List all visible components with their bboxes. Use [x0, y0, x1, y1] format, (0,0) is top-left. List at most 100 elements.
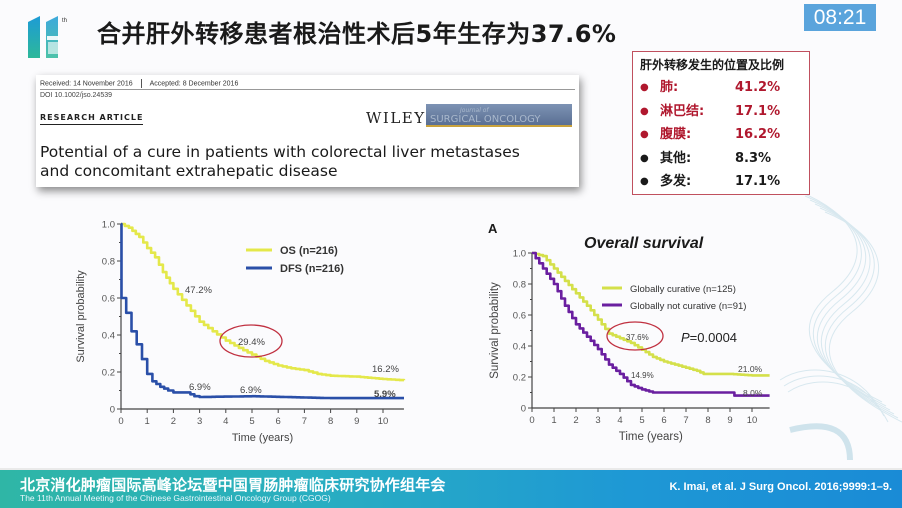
x-tick-label: 3	[595, 415, 600, 426]
site-value: 17.1%	[735, 174, 781, 189]
y-tick-label: 0.2	[102, 368, 115, 379]
x-tick-label: 4	[617, 415, 622, 426]
article-type-label: RESEARCH ARTICLE	[40, 113, 144, 125]
site-value: 16.2%	[735, 127, 781, 142]
site-row-lymph-node: ● 淋巴结: 17.1%	[640, 100, 809, 124]
survival-rate-label: 14.9%	[631, 371, 654, 380]
x-tick-label: 7	[683, 415, 688, 426]
paper-title: Potential of a cure in patients with col…	[40, 143, 520, 181]
y-tick-label: 0.2	[513, 373, 526, 384]
x-tick-label: 10	[747, 415, 758, 426]
session-timer: 08:21	[804, 4, 876, 31]
conference-title-en: The 11th Annual Meeting of the Chinese G…	[20, 493, 331, 503]
y-tick-label: 0.6	[102, 294, 115, 305]
site-value: 41.2%	[735, 80, 781, 95]
x-tick-label: 0	[529, 415, 534, 426]
site-value: 17.1%	[735, 103, 781, 119]
site-label: 其他:	[660, 150, 692, 166]
survival-rate-label: 6.9%	[240, 385, 262, 396]
received-date: Received: 14 November 2016	[40, 80, 133, 88]
x-tick-label: 4	[223, 416, 228, 427]
slide-title: 合并肝外转移患者根治性术后5年生存为37.6%	[97, 20, 617, 48]
x-tick-label: 8	[328, 416, 333, 427]
x-tick-label: 1	[551, 415, 556, 426]
survival-rate-label: 5.9%	[374, 389, 396, 400]
x-tick-label: 3	[197, 416, 202, 427]
paper-title-line-2: and concomitant extrahepatic disease	[40, 162, 338, 180]
y-tick-label: 1.0	[102, 220, 115, 231]
site-row-peritoneum: ● 腹膜: 16.2%	[640, 123, 809, 147]
site-row-other: ● 其他: 8.3%	[640, 147, 809, 171]
legend-label: OS (n=216)	[280, 245, 338, 257]
legend-label: DFS (n=216)	[280, 263, 344, 275]
km-curve-1	[120, 222, 404, 400]
legend-label: Globally curative (n=125)	[630, 284, 736, 295]
highlight-circle	[219, 324, 283, 358]
site-label: 多发:	[660, 174, 692, 189]
y-axis-label: Survival probability	[75, 270, 87, 363]
bullet-icon: ●	[640, 129, 649, 140]
site-label: 腹膜:	[660, 127, 692, 142]
site-label: 淋巴结:	[660, 103, 705, 119]
paper-doi: DOI 10.1002/jso.24539	[40, 92, 112, 99]
survival-rate-label: 8.0%	[743, 388, 763, 398]
x-tick-label: 5	[249, 416, 254, 427]
y-tick-label: 0.8	[513, 280, 526, 291]
metastasis-sites-box: 肝外转移发生的位置及比例 ● 肺: 41.2% ● 淋巴结: 17.1% ● 腹…	[632, 51, 810, 195]
x-tick-label: 6	[661, 415, 666, 426]
cgog-11th-logo: th	[22, 12, 77, 60]
y-tick-label: 0.4	[102, 331, 115, 342]
publisher-logo: WILEY	[366, 109, 426, 127]
divider	[0, 468, 902, 470]
x-tick-label: 2	[573, 415, 578, 426]
x-tick-label: 2	[171, 416, 176, 427]
x-tick-label: 10	[378, 416, 389, 427]
highlight-circle	[606, 321, 664, 351]
x-tick-label: 8	[705, 415, 710, 426]
sites-heading: 肝外转移发生的位置及比例	[640, 58, 785, 72]
y-tick-label: 1.0	[513, 249, 526, 260]
journal-banner: Journal of SURGICAL ONCOLOGY	[426, 104, 572, 127]
bullet-icon: ●	[640, 82, 649, 93]
survival-rate-label: 6.9%	[189, 382, 211, 393]
y-axis-label: Survival probability	[489, 282, 501, 379]
chart-title: Overall survival	[584, 235, 704, 252]
survival-rate-label: 37.6%	[626, 333, 649, 342]
site-row-lung: ● 肺: 41.2%	[640, 76, 809, 100]
citation: K. Imai, et al. J Surg Oncol. 2016;9999:…	[669, 481, 892, 493]
survival-rate-label: 29.4%	[238, 337, 265, 348]
x-tick-label: 5	[639, 415, 644, 426]
decorative-wave-graphic	[779, 191, 902, 460]
x-tick-label: 9	[354, 416, 359, 427]
journal-prefix: Journal of	[460, 107, 489, 114]
y-tick-label: 0	[521, 404, 526, 415]
survival-rate-label: 47.2%	[185, 285, 212, 296]
p-value-label: P=0.0004	[681, 330, 737, 345]
km-curve-0	[121, 222, 406, 382]
journal-name: SURGICAL ONCOLOGY	[430, 114, 541, 125]
bullet-icon: ●	[640, 105, 649, 117]
x-axis-label: Time (years)	[232, 432, 293, 444]
divider	[40, 89, 575, 90]
svg-text:th: th	[62, 18, 67, 24]
os-dfs-chart: 0 0.2 0.4 0.6 0.8 1.0 0 1 2 3 4 5 6 7 8 9 10 Time (years)…	[75, 220, 406, 444]
panel-label: A	[488, 221, 498, 236]
x-tick-label: 1	[145, 416, 150, 427]
x-tick-label: 7	[302, 416, 307, 427]
bullet-icon: ●	[640, 176, 649, 187]
site-row-multiple: ● 多发: 17.1%	[640, 170, 809, 194]
x-tick-label: 0	[118, 416, 123, 427]
paper-header-card: Received: 14 November 2016 Accepted: 8 De…	[36, 75, 579, 187]
y-tick-label: 0.4	[513, 342, 526, 353]
y-tick-label: 0.8	[102, 257, 115, 268]
x-axis-label: Time (years)	[619, 431, 683, 443]
y-tick-label: 0.6	[513, 311, 526, 322]
x-tick-label: 6	[276, 416, 281, 427]
footer-banner: 北京消化肿瘤国际高峰论坛暨中国胃肠肿瘤临床研究协作组年会 The 11th An…	[0, 470, 902, 508]
conference-title-zh: 北京消化肿瘤国际高峰论坛暨中国胃肠肿瘤临床研究协作组年会	[20, 476, 446, 494]
legend-label: Globally not curative (n=91)	[630, 301, 746, 312]
y-tick-label: 0	[110, 405, 115, 416]
km-curve-1	[532, 251, 770, 397]
site-label: 肺:	[660, 80, 679, 95]
paper-dates: Received: 14 November 2016 Accepted: 8 De…	[40, 79, 238, 88]
